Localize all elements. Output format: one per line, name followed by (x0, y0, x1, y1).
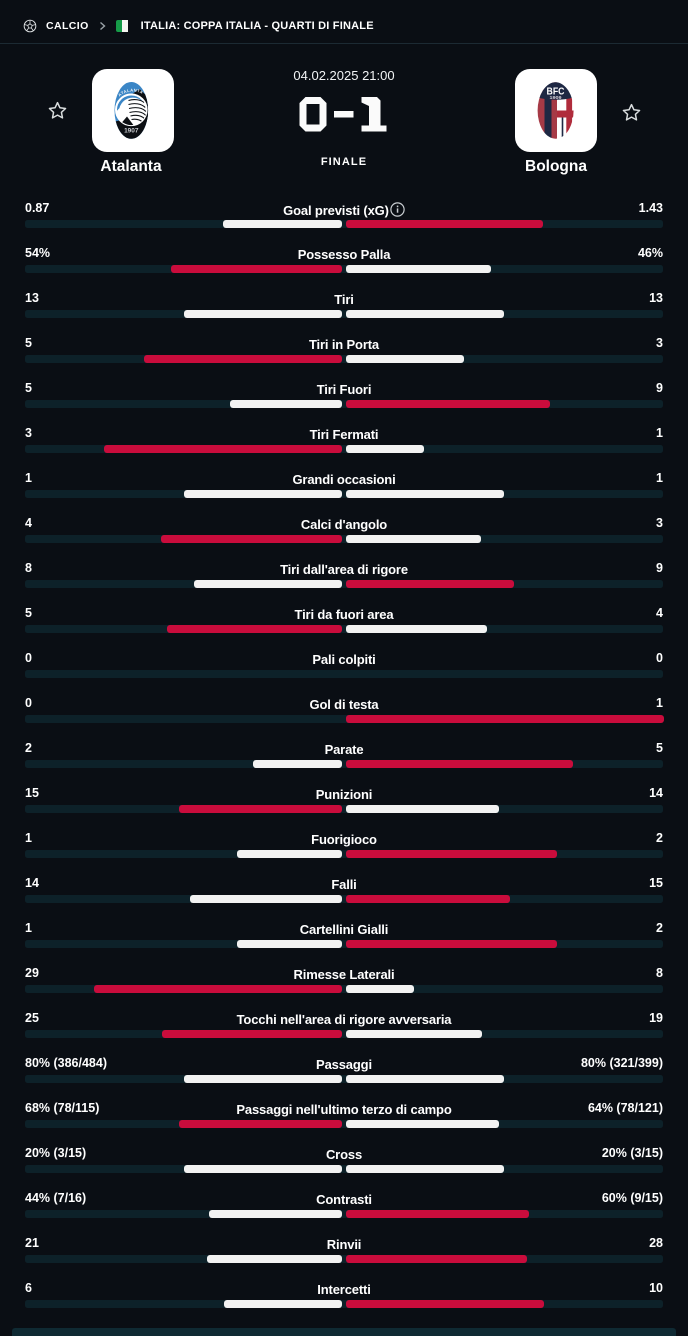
svg-text:1907: 1907 (124, 127, 139, 134)
svg-text:1909: 1909 (550, 95, 563, 100)
svg-text:ATALANTA: ATALANTA (117, 87, 144, 97)
svg-text:BFC: BFC (547, 85, 565, 97)
